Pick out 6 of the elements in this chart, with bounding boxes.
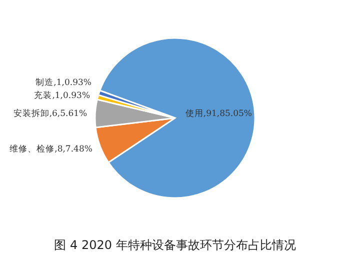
text: 图 4 2020 年特种设备事故环节分布占比情况 [54,238,296,252]
slice-label: 维修、检修,8,7.48% [10,143,92,154]
slice-label: 充装,1,0.93% [34,90,90,102]
slice-label: 制造,1,0.93% [36,77,92,88]
slice-label: 使用,91,85.05% [185,108,252,119]
slice-label: 安装拆卸,6,5.61% [13,108,88,119]
